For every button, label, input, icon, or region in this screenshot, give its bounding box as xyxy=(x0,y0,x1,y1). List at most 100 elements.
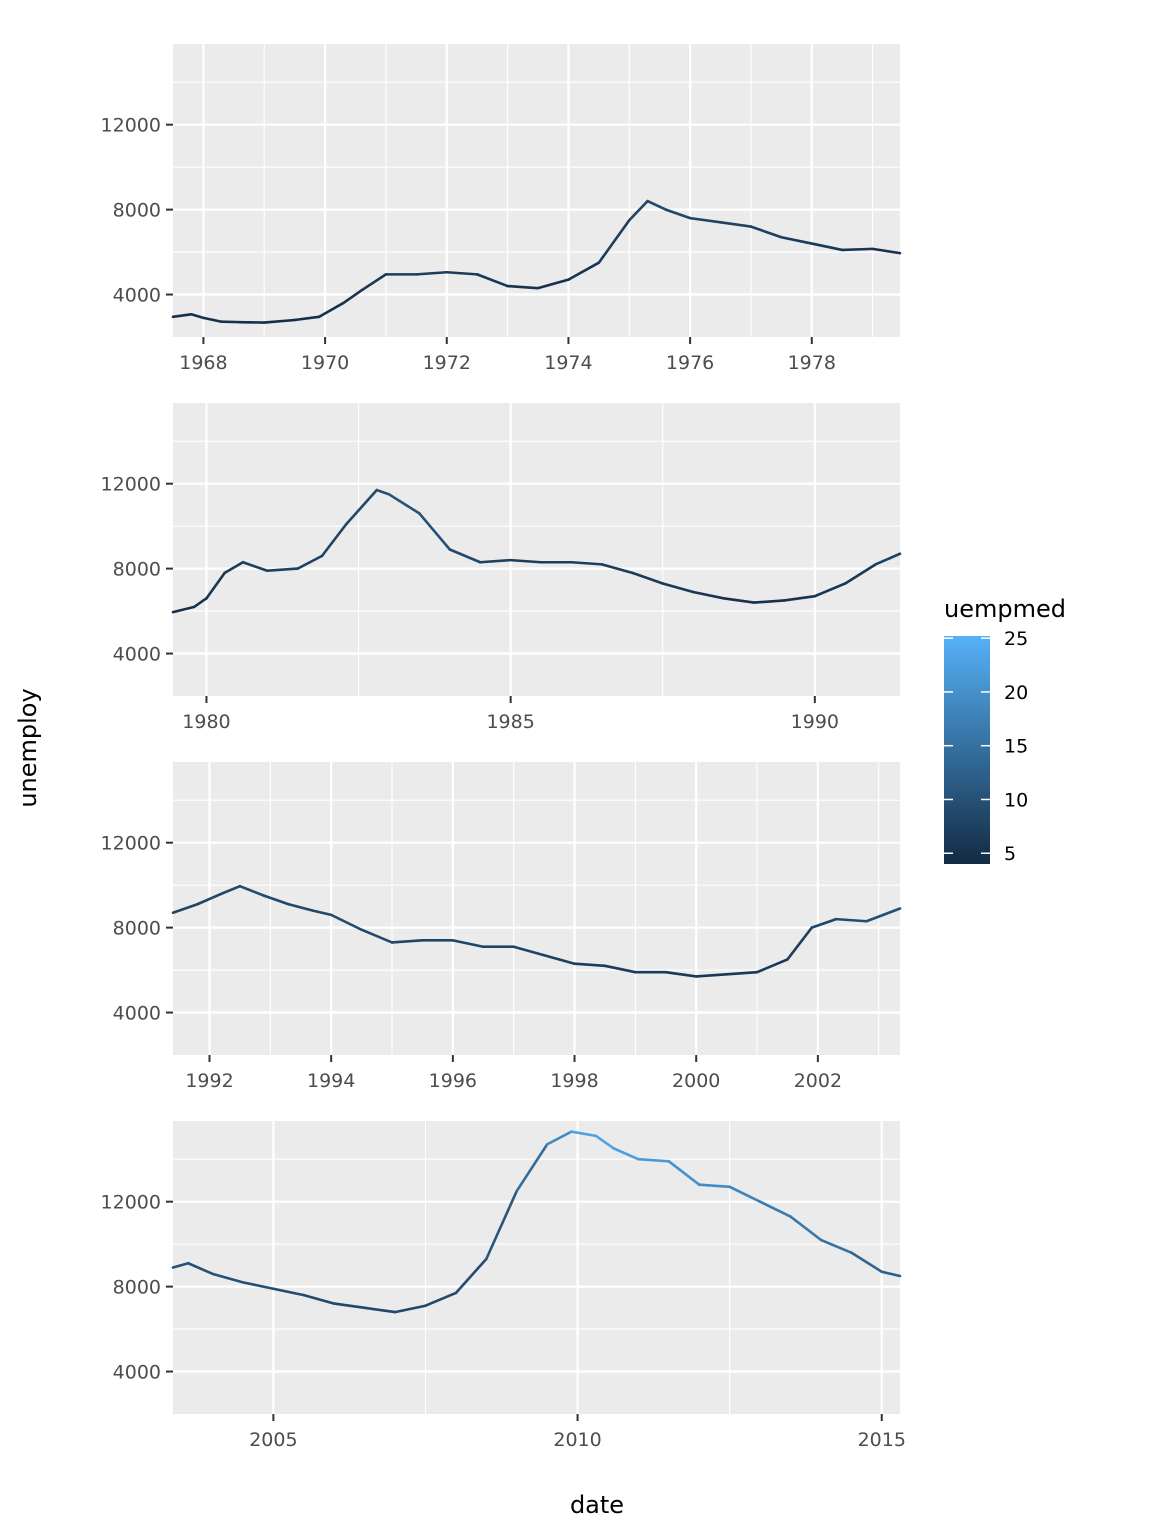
series-segment xyxy=(424,1291,458,1308)
series-segment xyxy=(189,312,205,320)
series-segment xyxy=(840,247,874,252)
series-segment xyxy=(272,1287,306,1297)
series-segment xyxy=(780,235,814,245)
y-tick-label: 12000 xyxy=(101,115,161,137)
y-tick-label: 4000 xyxy=(113,285,161,307)
legend-tick-label: 20 xyxy=(1004,682,1028,704)
series-segment xyxy=(475,273,509,288)
legend-title: uempmed xyxy=(944,595,1066,623)
legend-tick-label: 25 xyxy=(1004,628,1028,650)
series-segment xyxy=(302,1293,336,1305)
series-segment xyxy=(834,917,868,923)
series-segment xyxy=(688,216,722,224)
series-segment xyxy=(573,962,607,968)
series-segment xyxy=(627,199,649,222)
series-segment xyxy=(317,301,345,319)
series-segment xyxy=(360,928,394,944)
y-tick-label: 12000 xyxy=(101,1192,161,1214)
series-segment xyxy=(202,316,223,324)
series-segment xyxy=(293,315,321,322)
x-tick-label: 2000 xyxy=(672,1070,720,1092)
series-segment xyxy=(205,571,227,600)
series-segment xyxy=(542,953,576,966)
y-tick-label: 8000 xyxy=(113,918,161,940)
series-segment xyxy=(515,1143,549,1193)
series-segment xyxy=(262,318,296,324)
series-segment xyxy=(646,199,668,211)
series-segment xyxy=(241,560,269,573)
series-segment xyxy=(512,945,546,957)
series-segment xyxy=(196,892,223,906)
series-segment xyxy=(661,582,695,594)
x-tick-label: 1980 xyxy=(182,711,230,733)
y-tick-label: 4000 xyxy=(113,644,161,666)
x-tick-label: 2005 xyxy=(249,1429,297,1451)
series-segment xyxy=(783,594,817,602)
series-segment xyxy=(758,1200,792,1218)
series-segment xyxy=(749,225,783,239)
x-tick-label: 1978 xyxy=(788,352,836,374)
legend-tick-label: 15 xyxy=(1004,736,1028,758)
x-tick-label: 1985 xyxy=(486,711,534,733)
series-segment xyxy=(332,1302,366,1310)
series-segment xyxy=(880,1270,902,1278)
y-tick-label: 12000 xyxy=(101,833,161,855)
y-tick-label: 4000 xyxy=(113,1003,161,1025)
series-segment xyxy=(320,522,348,558)
series-segment xyxy=(637,1157,671,1163)
series-segment xyxy=(594,1134,616,1150)
series-segment xyxy=(752,599,786,604)
series-segment xyxy=(390,939,424,944)
panel-3: 4000 8000 12000 1992 1994 1996 1998 2000 2002 xyxy=(101,762,902,1092)
x-tick-label: 1970 xyxy=(301,352,349,374)
series-segment xyxy=(871,247,902,255)
series-segment xyxy=(345,488,379,526)
x-tick-label: 1994 xyxy=(307,1070,355,1092)
series-segment xyxy=(454,1257,488,1295)
series-segment xyxy=(287,902,315,912)
series-segment xyxy=(262,894,290,906)
series-segment xyxy=(813,582,847,598)
series-segment xyxy=(265,567,300,573)
series-segment xyxy=(171,902,199,915)
series-segment xyxy=(810,917,838,929)
series-segment xyxy=(603,964,637,974)
legend-tick-label: 10 xyxy=(1004,789,1028,811)
series-segment xyxy=(171,312,193,319)
series-segment xyxy=(418,512,452,551)
series-segment xyxy=(719,221,753,228)
series-segment xyxy=(211,1272,245,1284)
panel-2: 4000 8000 12000 1980 1985 1990 xyxy=(101,403,902,733)
series-segment xyxy=(363,1306,397,1314)
series-segment xyxy=(819,1238,853,1254)
series-segment xyxy=(192,597,208,609)
x-tick-label: 1990 xyxy=(791,711,839,733)
y-tick-label: 4000 xyxy=(113,1362,161,1384)
x-tick-label: 1996 xyxy=(429,1070,477,1092)
x-tick-label: 1992 xyxy=(185,1070,233,1092)
series-segment xyxy=(664,208,692,220)
series-segment xyxy=(536,278,570,290)
series-segment xyxy=(171,605,196,614)
legend-tick-label: 5 xyxy=(1004,843,1016,865)
y-tick-label: 8000 xyxy=(113,1277,161,1299)
series-segment xyxy=(415,270,449,276)
series-segment xyxy=(393,1304,427,1314)
panel-1: 4000 8000 12000 1968 1970 1972 1974 1976 1978 xyxy=(101,44,902,374)
series-segment xyxy=(171,1261,190,1269)
series-segment xyxy=(296,554,324,570)
series-segment xyxy=(506,284,540,290)
x-tick-label: 1972 xyxy=(423,352,471,374)
series-segment xyxy=(360,273,388,292)
legend-colorbar xyxy=(944,636,990,864)
series-segment xyxy=(485,1189,519,1261)
series-segment xyxy=(667,1160,701,1186)
series-segment xyxy=(451,939,485,949)
series-segment xyxy=(478,558,512,564)
panel-background xyxy=(173,403,900,696)
series-segment xyxy=(238,884,266,898)
series-segment xyxy=(865,907,902,923)
series-segment xyxy=(597,218,631,264)
